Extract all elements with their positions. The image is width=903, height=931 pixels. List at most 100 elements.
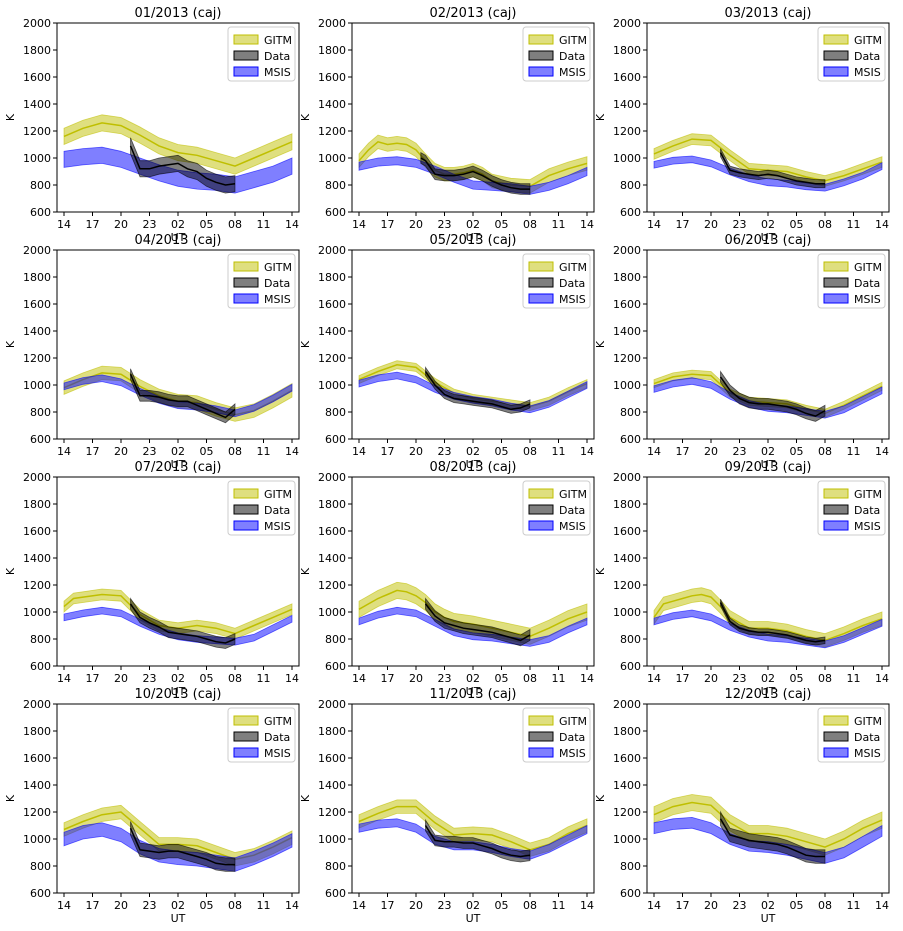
x-tick-label: 08 [523,445,537,458]
y-tick-label: 1400 [318,325,346,338]
line-data [424,825,531,858]
legend-swatch-msis [823,293,849,304]
legend-label-gitm: GITM [854,488,882,501]
subplot-title: 10/2013 (caj) [134,687,221,702]
band-gitm [63,114,293,175]
y-tick-label: 800 [30,860,51,873]
subplot-4: 04/2013 (caj) 600 800 1000 1200 1400 1600 1800 2… [4,233,300,471]
y-tick-label: 1000 [23,152,51,165]
y-tick-label: 1200 [613,806,641,819]
legend-swatch-msis [823,520,849,531]
legend-swatch-msis [823,747,849,758]
y-tick-label: 1600 [23,525,51,538]
x-tick-label: 11 [552,218,566,231]
x-tick-label: 17 [86,445,100,458]
y-tick-label: 1400 [23,552,51,565]
band-msis [358,156,588,195]
legend-label-data: Data [854,504,880,517]
legend-label-data: Data [559,504,585,517]
x-tick-label: 14 [647,218,661,231]
y-axis-label: K [594,340,607,348]
subplot-title: 02/2013 (caj) [429,6,516,21]
y-tick-label: 600 [325,433,346,446]
x-tick-label: 11 [552,445,566,458]
line-data [424,371,531,411]
band-data [425,597,531,647]
y-axis-label: K [594,113,607,121]
x-tick-label: 02 [761,445,775,458]
x-tick-label: 11 [257,672,271,685]
x-tick-label: 14 [57,899,71,912]
legend-label-msis: MSIS [264,293,291,306]
x-axis-label: UT [171,458,186,471]
y-tick-label: 1000 [318,379,346,392]
x-tick-label: 14 [875,218,889,231]
x-tick-label: 05 [790,672,804,685]
x-axis-label: UT [466,912,481,925]
legend-swatch-data [233,731,259,742]
x-tick-label: 14 [580,218,594,231]
legend-swatch-gitm [823,488,849,499]
x-tick-label: 08 [523,899,537,912]
y-tick-label: 1600 [23,71,51,84]
x-tick-label: 08 [228,672,242,685]
legend-swatch-gitm [528,715,554,726]
x-tick-label: 14 [875,899,889,912]
x-tick-label: 05 [495,672,509,685]
x-tick-label: 14 [57,672,71,685]
y-tick-label: 800 [325,179,346,192]
y-axis-label: K [4,113,17,121]
x-tick-label: 02 [466,218,480,231]
x-tick-label: 02 [171,218,185,231]
y-tick-label: 1800 [23,271,51,284]
x-tick-label: 23 [143,672,157,685]
legend-label-msis: MSIS [559,747,586,760]
x-tick-label: 11 [257,899,271,912]
y-tick-label: 1200 [23,125,51,138]
y-tick-label: 1000 [613,833,641,846]
y-tick-label: 1200 [613,125,641,138]
legend-swatch-gitm [823,34,849,45]
x-axis-label: UT [466,685,481,698]
y-tick-label: 800 [325,860,346,873]
x-tick-label: 23 [733,899,747,912]
y-tick-label: 1200 [613,352,641,365]
y-tick-label: 1600 [613,752,641,765]
y-tick-label: 800 [30,633,51,646]
x-tick-label: 20 [409,672,423,685]
y-tick-label: 2000 [23,698,51,711]
y-tick-label: 1200 [318,125,346,138]
y-tick-label: 1600 [318,752,346,765]
x-tick-label: 02 [761,899,775,912]
legend-label-data: Data [264,50,290,63]
x-tick-label: 14 [352,672,366,685]
legend-label-msis: MSIS [854,293,881,306]
legend-swatch-data [823,731,849,742]
legend-label-gitm: GITM [854,715,882,728]
x-tick-label: 11 [847,218,861,231]
x-tick-label: 11 [847,672,861,685]
x-tick-label: 20 [114,899,128,912]
legend-swatch-msis [528,66,554,77]
legend-label-data: Data [264,504,290,517]
y-tick-label: 1800 [613,271,641,284]
x-tick-label: 17 [676,899,690,912]
subplot-10: 10/2013 (caj) 600 800 1000 1200 1400 1600 1800 2… [4,687,300,925]
x-tick-label: 20 [704,899,718,912]
line-gitm [653,801,883,848]
y-tick-label: 1200 [613,579,641,592]
y-tick-label: 1400 [318,779,346,792]
subplot-8: 08/2013 (caj) 600 800 1000 1200 1400 1600 1800 2… [299,460,595,698]
subplot-title: 01/2013 (caj) [134,6,221,21]
x-axis-label: UT [761,685,776,698]
y-axis-label: K [299,113,312,121]
x-tick-label: 08 [818,218,832,231]
y-tick-label: 600 [325,887,346,900]
x-tick-label: 23 [438,218,452,231]
y-tick-label: 1200 [318,352,346,365]
x-tick-label: 08 [818,445,832,458]
band-data [720,148,826,189]
legend: GITM Data MSIS [817,26,886,82]
x-tick-label: 08 [228,445,242,458]
